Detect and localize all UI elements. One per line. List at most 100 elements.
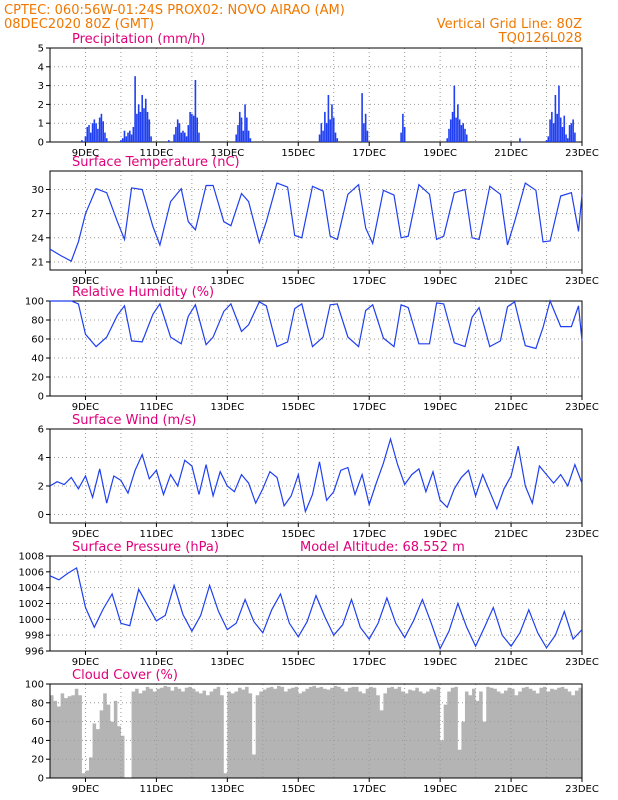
y-tick-label: 0: [38, 392, 44, 403]
precip-bar: [570, 123, 573, 142]
y-tick-label: 1006: [19, 567, 44, 578]
x-tick-label: 17DEC: [352, 784, 386, 795]
y-tick-label: 30: [31, 185, 44, 196]
panel-frame: [49, 300, 583, 397]
grid-lines: [50, 48, 582, 142]
precip-bars: [81, 76, 576, 142]
y-tick-label: 60: [31, 335, 44, 346]
grid-lines: [50, 684, 582, 778]
precip-bar: [458, 119, 461, 142]
precip-bar: [551, 111, 553, 142]
x-tick-label: 19DEC: [423, 657, 457, 668]
precip-bar: [574, 132, 576, 142]
grid-lines: [50, 171, 582, 270]
precip-bar: [364, 113, 367, 142]
precip-bar: [453, 85, 456, 142]
precip-bar: [249, 138, 252, 142]
precip-bar: [448, 128, 450, 142]
precip-bar: [332, 117, 335, 142]
precip-bar: [95, 123, 97, 142]
precip-bar: [198, 132, 200, 142]
y-tick-label: 24: [31, 233, 44, 244]
precip-bar: [446, 138, 449, 142]
precip-bar: [89, 132, 92, 142]
panel-title: Surface Wind (m/s): [72, 413, 196, 428]
precip-bar: [559, 117, 562, 142]
precip-bar: [97, 128, 99, 142]
x-tick-label: 15DEC: [281, 402, 315, 413]
precip-bar: [130, 134, 133, 142]
x-tick-label: 11DEC: [140, 148, 174, 159]
y-tick-label: 1000: [19, 615, 44, 626]
x-tick-label: 23DEC: [565, 529, 599, 540]
precip-bar: [400, 132, 402, 142]
precip-bar: [141, 95, 144, 142]
precip-bar: [322, 130, 324, 142]
precip-bar: [196, 117, 198, 142]
precip-bar: [143, 108, 145, 142]
precip-bar: [327, 95, 330, 142]
header-line2-right: Vertical Grid Line: 80Z: [437, 17, 582, 32]
y-tick-label: 996: [25, 647, 44, 658]
precip-bar: [554, 95, 557, 142]
x-tick-label: 15DEC: [281, 657, 315, 668]
precip-bar: [451, 111, 454, 142]
x-tick-label: 23DEC: [565, 657, 599, 668]
panel-title: Surface Pressure (hPa): [72, 540, 219, 555]
header-model-code: TQ0126L028: [498, 31, 582, 46]
x-tick-label: 19DEC: [423, 402, 457, 413]
precip-bar: [460, 125, 463, 142]
x-tick-label: 21DEC: [494, 529, 528, 540]
y-tick-label: 3: [38, 81, 44, 92]
precip-bar: [139, 111, 142, 142]
precip-bar: [329, 119, 331, 142]
precip-bar: [363, 123, 365, 142]
precip-bar: [185, 136, 188, 142]
panel-1: 0 1 2 3 4 5 9DEC 11DEC 13DEC 15DEC 17DEC 19DEC 21DEC…: [38, 32, 599, 159]
precip-bar: [194, 79, 197, 142]
precip-bar: [547, 136, 550, 142]
precip-bar: [449, 119, 452, 142]
x-tick-label: 13DEC: [210, 529, 244, 540]
y-tick-label: 1004: [19, 583, 44, 594]
y-tick-label: 0: [38, 774, 44, 785]
precip-bar: [175, 126, 177, 142]
y-tick-label: 1: [38, 119, 44, 130]
x-tick-label: 11DEC: [140, 657, 174, 668]
precip-bar: [187, 125, 190, 142]
precip-bar: [93, 119, 96, 142]
precip-bar: [462, 123, 464, 142]
precip-bar: [192, 115, 195, 142]
panel-title: Relative Humidity (%): [72, 285, 214, 300]
precip-bar: [178, 123, 181, 142]
precip-bar: [100, 113, 103, 142]
precip-bar: [98, 117, 101, 142]
panel-3: 0 20 40 60 80 100 9DEC 11DEC 13DEC 15DEC 17DEC 19DE…: [25, 285, 599, 413]
x-tick-label: 23DEC: [565, 148, 599, 159]
y-tick-label: 5: [38, 44, 44, 55]
y-tick-label: 6: [38, 425, 44, 436]
precip-bar: [137, 104, 140, 142]
panel-title: Surface Temperature (nC): [72, 155, 240, 170]
precip-bar: [331, 104, 333, 142]
x-tick-label: 15DEC: [281, 784, 315, 795]
precip-bar: [237, 125, 239, 142]
precip-bar: [88, 125, 90, 142]
header-line1: CPTEC: 060:56W-01:24S PROX02: NOVO AIRAO…: [4, 3, 345, 18]
precip-bar: [123, 130, 126, 142]
precip-bar: [318, 134, 321, 142]
precip-bar: [148, 119, 151, 142]
x-tick-label: 9DEC: [72, 402, 99, 413]
panel-2: 21 24 27 30 9DEC 11DEC 13DEC 15DEC 17DEC 19DEC 21D…: [31, 155, 599, 287]
precip-bar: [132, 126, 135, 142]
precip-bar: [168, 140, 170, 142]
grid-lines: [50, 429, 582, 523]
x-tick-label: 13DEC: [210, 276, 244, 287]
precip-bar: [549, 119, 551, 142]
y-tick-label: 27: [31, 209, 44, 220]
precip-bar: [121, 138, 124, 142]
precip-bar: [104, 132, 106, 142]
x-tick-label: 15DEC: [281, 276, 315, 287]
precip-bar: [146, 111, 149, 142]
x-tick-label: 17DEC: [352, 529, 386, 540]
